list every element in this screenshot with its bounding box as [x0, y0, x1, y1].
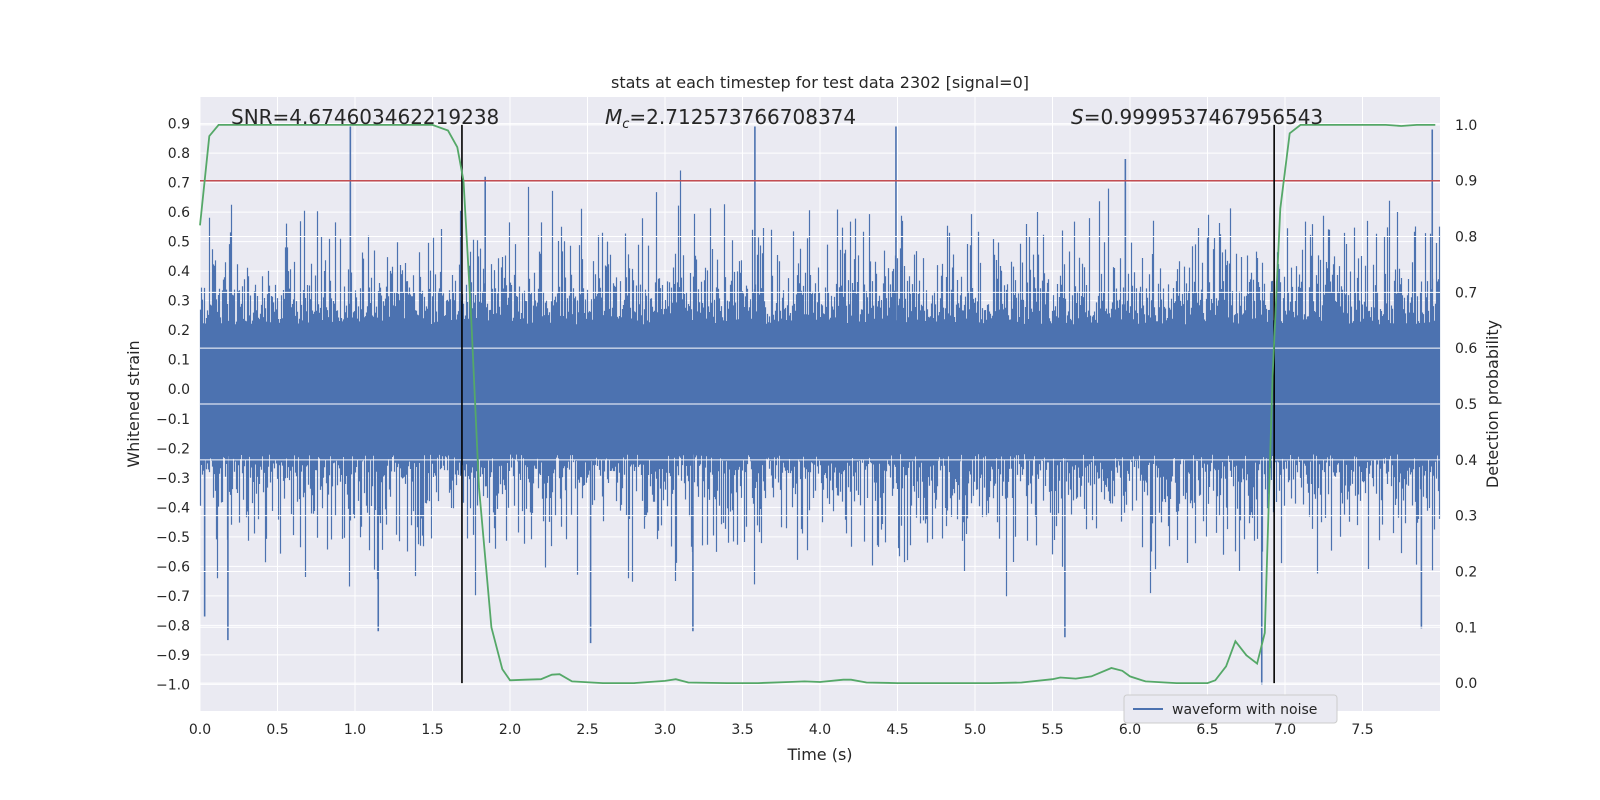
x-tick-labels: 0.0 0.5 1.0 1.5 2.0 2.5 3.0 3.5 4.0 4.5 5.0 5.5 6.0 6…: [189, 722, 1374, 738]
snr-annotation: SNR=4.674603462219238: [231, 105, 499, 129]
y-tick-label: −1.0: [156, 677, 190, 693]
y2-tick-label: 0.9: [1455, 174, 1477, 190]
y-tick-label: −0.2: [156, 441, 190, 457]
mc-annotation: Mc=2.712573766708374: [605, 105, 856, 132]
y2-tick-label: 0.0: [1455, 676, 1477, 692]
y-tick-label: 0.3: [168, 294, 190, 310]
y-tick-label: −0.4: [156, 500, 190, 516]
x-tick-label: 0.0: [189, 722, 211, 738]
y-tick-label: −0.9: [156, 648, 190, 664]
x-tick-label: 4.5: [886, 722, 908, 738]
x-tick-label: 7.5: [1351, 722, 1373, 738]
x-tick-label: 6.0: [1119, 722, 1141, 738]
y-tick-label: −0.8: [156, 618, 190, 634]
y-tick-label: 0.7: [168, 176, 190, 192]
y-tick-label: −0.6: [156, 559, 190, 575]
y-tick-labels: 0.9 0.8 0.7 0.6 0.5 0.4 0.3 0.2 0.1 0.0 −0.1 −0.2 −0…: [156, 117, 190, 694]
legend-label: waveform with noise: [1172, 702, 1317, 718]
y2-tick-label: 0.2: [1455, 564, 1477, 580]
chart-title: stats at each timestep for test data 230…: [611, 73, 1029, 92]
y2-tick-label: 0.4: [1455, 453, 1477, 469]
y-tick-label: 0.9: [168, 117, 190, 133]
x-tick-label: 5.5: [1041, 722, 1063, 738]
y-tick-label: 0.1: [168, 353, 190, 369]
y-tick-label: 0.8: [168, 146, 190, 162]
x-tick-label: 4.0: [809, 722, 831, 738]
y-tick-label: −0.7: [156, 589, 190, 605]
x-tick-label: 5.0: [964, 722, 986, 738]
y-tick-label: 0.4: [168, 264, 190, 280]
y2-tick-label: 0.3: [1455, 509, 1477, 525]
y2-tick-label: 0.6: [1455, 341, 1477, 357]
y-tick-label: −0.3: [156, 471, 190, 487]
x-tick-label: 7.0: [1274, 722, 1296, 738]
x-axis-label: Time (s): [786, 745, 852, 764]
legend: waveform with noise: [1123, 694, 1338, 724]
y2-tick-labels: 1.0 0.9 0.8 0.7 0.6 0.5 0.4 0.3 0.2 0.1 0.0: [1455, 118, 1477, 692]
x-tick-label: 1.5: [421, 722, 443, 738]
legend-box: [1123, 694, 1338, 724]
y2-tick-label: 0.7: [1455, 285, 1477, 301]
y2-tick-label: 1.0: [1455, 118, 1477, 134]
y-tick-label: 0.2: [168, 323, 190, 339]
y-tick-label: −0.1: [156, 412, 190, 428]
mc-subscript: c: [622, 117, 629, 132]
y2-tick-label: 0.8: [1455, 230, 1477, 246]
x-tick-label: 6.5: [1196, 722, 1218, 738]
vertical-lines: [461, 124, 1275, 684]
s-symbol: S: [1071, 105, 1084, 129]
x-tick-label: 2.0: [499, 722, 521, 738]
x-tick-label: 0.5: [266, 722, 288, 738]
y2-tick-label: 0.5: [1455, 397, 1477, 413]
x-tick-label: 1.0: [344, 722, 366, 738]
y-tick-label: −0.5: [156, 530, 190, 546]
y-tick-label: 0.0: [168, 382, 190, 398]
mc-value: =2.712573766708374: [629, 105, 856, 129]
x-tick-label: 2.5: [576, 722, 598, 738]
y-tick-label: 0.5: [168, 235, 190, 251]
y-axis-label: Whitened strain: [124, 340, 143, 467]
y2-tick-label: 0.1: [1455, 620, 1477, 636]
x-tick-label: 3.0: [654, 722, 676, 738]
y-tick-label: 0.6: [168, 205, 190, 221]
detection-probability-line: [199, 124, 1436, 684]
mc-symbol: M: [605, 105, 622, 129]
x-tick-label: 3.5: [731, 722, 753, 738]
s-value: =0.9999537467956543: [1084, 105, 1323, 129]
s-annotation: S=0.9999537467956543: [1071, 105, 1323, 129]
y2-axis-label: Detection probability: [1483, 320, 1502, 488]
waveform-noise-path: [199, 170, 1441, 597]
